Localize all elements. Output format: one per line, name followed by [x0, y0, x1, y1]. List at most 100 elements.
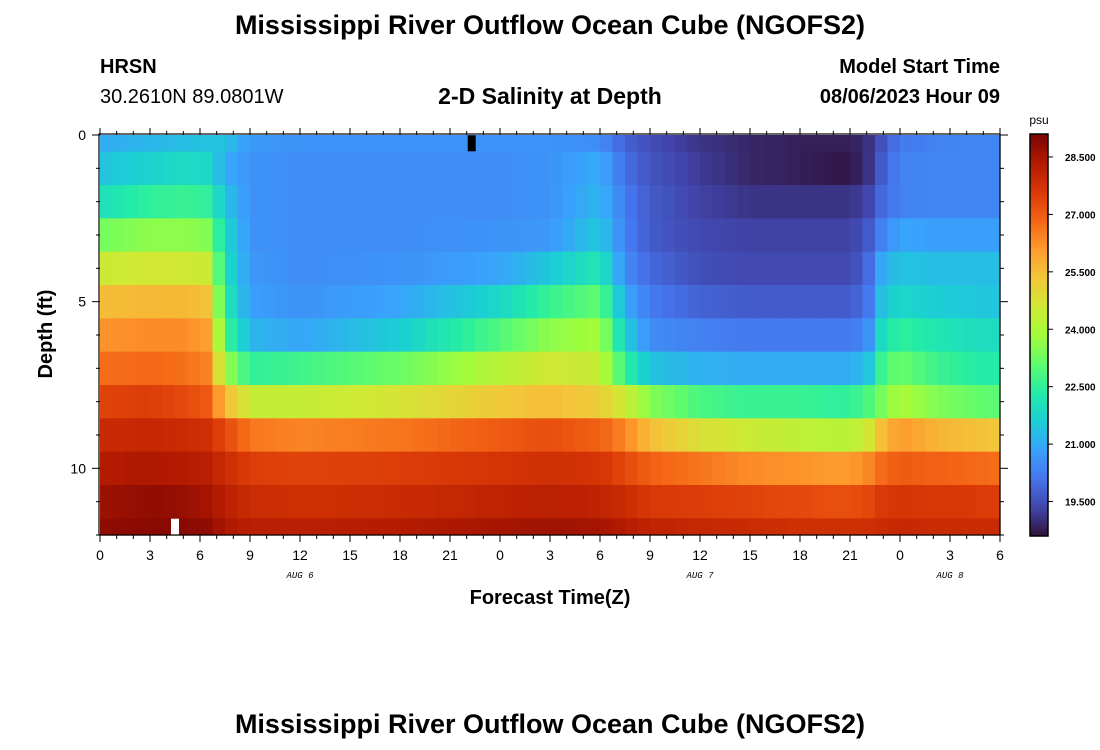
heatmap-cell: [725, 485, 739, 519]
heatmap-cell: [625, 318, 639, 353]
heatmap-cell: [175, 251, 189, 286]
heatmap-cell: [525, 185, 539, 219]
x-tick-label: 6: [196, 547, 204, 563]
heatmap-cell: [862, 185, 876, 219]
heatmap-cell: [850, 318, 864, 353]
heatmap-cell: [600, 318, 614, 353]
heatmap-cell: [812, 135, 826, 153]
heatmap-cell: [950, 135, 964, 153]
heatmap-cell: [525, 151, 539, 186]
heatmap-cell: [375, 385, 389, 419]
heatmap-cell: [437, 251, 451, 286]
heatmap-cell: [250, 135, 264, 153]
heatmap-cell: [625, 151, 639, 186]
heatmap-cell: [787, 318, 801, 353]
heatmap-cell: [762, 318, 776, 353]
heatmap-cell: [112, 451, 126, 486]
heatmap-cell: [950, 251, 964, 286]
heatmap-cell: [325, 251, 339, 286]
heatmap-cell: [662, 151, 676, 186]
heatmap-cell: [525, 318, 539, 353]
heatmap-cell: [425, 451, 439, 486]
heatmap-cell: [500, 285, 514, 319]
heatmap-cell: [750, 218, 764, 253]
heatmap-cell: [887, 451, 901, 486]
heatmap-cell: [425, 185, 439, 219]
heatmap-cell: [825, 351, 839, 386]
heatmap-cell: [775, 518, 789, 536]
heatmap-cell: [462, 451, 476, 486]
heatmap-cell: [812, 285, 826, 319]
heatmap-cell: [200, 485, 214, 519]
heatmap-cell: [725, 451, 739, 486]
heatmap-cell: [975, 135, 989, 153]
heatmap-cell: [675, 451, 689, 486]
heatmap-cell: [325, 518, 339, 536]
heatmap-cell: [100, 485, 114, 519]
heatmap-cell: [862, 151, 876, 186]
heatmap-cell: [475, 418, 489, 453]
heatmap-cell: [962, 385, 976, 419]
heatmap-cell: [387, 385, 401, 419]
heatmap-cell: [462, 518, 476, 536]
heatmap-cell: [300, 385, 314, 419]
heatmap-cell: [450, 251, 464, 286]
colorbar-unit: psu: [1029, 113, 1048, 127]
heatmap-cell: [450, 518, 464, 536]
heatmap-cell: [800, 318, 814, 353]
heatmap-cell: [437, 385, 451, 419]
heatmap-cell: [762, 285, 776, 319]
heatmap-cell: [900, 485, 914, 519]
heatmap-cell: [300, 518, 314, 536]
heatmap-cell: [562, 318, 576, 353]
heatmap-cell: [912, 251, 926, 286]
heatmap-cell: [375, 518, 389, 536]
heatmap-cell: [350, 135, 364, 153]
heatmap-cell: [325, 385, 339, 419]
model-start-time: 08/06/2023 Hour 09: [819, 86, 1000, 108]
heatmap-cell: [500, 451, 514, 486]
heatmap-cell: [275, 318, 289, 353]
heatmap-cell: [625, 451, 639, 486]
heatmap-cell: [712, 185, 726, 219]
heatmap-cell: [525, 351, 539, 386]
heatmap-cell: [225, 218, 239, 253]
heatmap-cell: [175, 451, 189, 486]
heatmap-cell: [362, 385, 376, 419]
heatmap-cell: [150, 318, 164, 353]
heatmap-cell: [325, 218, 339, 253]
heatmap-cell: [350, 485, 364, 519]
heatmap-cell: [487, 185, 501, 219]
heatmap-cell: [275, 351, 289, 386]
heatmap-cell: [887, 251, 901, 286]
heatmap-cell: [975, 251, 989, 286]
heatmap-cell: [787, 185, 801, 219]
station-coordinates: 30.2610N 89.0801W: [100, 86, 284, 108]
y-axis: 0 5 10: [70, 127, 1008, 536]
heatmap-cell: [287, 318, 301, 353]
heatmap-cell: [887, 285, 901, 319]
heatmap-cell: [287, 135, 301, 153]
heatmap-cell: [250, 451, 264, 486]
heatmap-cell: [562, 285, 576, 319]
heatmap-cell: [100, 418, 114, 453]
heatmap-cell: [225, 518, 239, 536]
heatmap-cell: [175, 351, 189, 386]
heatmap-cell: [912, 185, 926, 219]
heatmap-cell: [875, 351, 889, 386]
heatmap-cell: [300, 451, 314, 486]
heatmap-cell: [137, 351, 151, 386]
heatmap-cell: [987, 185, 1001, 219]
heatmap-cell: [275, 418, 289, 453]
heatmap-cell: [937, 518, 951, 536]
heatmap-cell: [275, 485, 289, 519]
heatmap-cell: [587, 251, 601, 286]
heatmap-cell: [937, 451, 951, 486]
heatmap-cell: [650, 251, 664, 286]
heatmap-cell: [262, 135, 276, 153]
heatmap-cell: [300, 251, 314, 286]
heatmap-cell: [500, 318, 514, 353]
heatmap-cell: [700, 485, 714, 519]
heatmap-cell: [737, 135, 751, 153]
heatmap-cell: [462, 285, 476, 319]
